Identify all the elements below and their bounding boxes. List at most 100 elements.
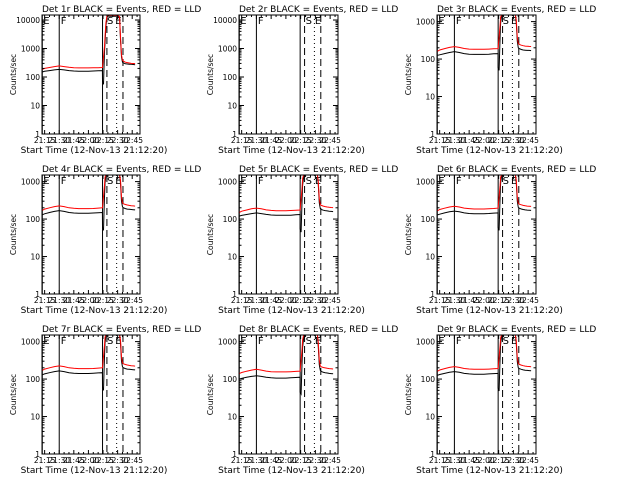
x-tick-label: 21:15: [231, 296, 253, 305]
y-tick-label: 100: [223, 375, 238, 384]
event-label: S: [503, 176, 509, 187]
y-tick-label: 10: [30, 413, 40, 422]
x-tick-label: 22:45: [121, 456, 143, 465]
x-tick-label: 22:00: [78, 456, 100, 465]
x-tick-label: 21:15: [231, 136, 253, 145]
event-label: S: [107, 336, 113, 347]
x-axis-label: Start Time (12-Nov-13 21:12:20): [218, 466, 365, 476]
event-label: S: [306, 176, 312, 187]
y-tick-label: 100: [223, 73, 238, 82]
events-series-line: [239, 335, 334, 396]
event-label: F: [61, 336, 67, 347]
panel-title: Det 7r BLACK = Events, RED = LLD: [42, 325, 201, 335]
events-series-line: [437, 175, 532, 231]
event-label: S: [107, 16, 113, 27]
x-tick-label: 22:00: [473, 296, 495, 305]
y-tick-label: 10: [227, 253, 237, 262]
x-tick-label: 22:00: [473, 136, 495, 145]
x-tick-label: 22:15: [488, 136, 510, 145]
x-tick-label: 21:15: [429, 296, 451, 305]
panel-title: Det 6r BLACK = Events, RED = LLD: [437, 165, 596, 175]
plot-frame: [41, 334, 141, 455]
plot-frame: [238, 14, 339, 135]
y-tick-label: 1: [430, 290, 435, 299]
x-tick-label: 22:00: [78, 136, 100, 145]
event-label: E: [511, 16, 517, 27]
lld-series-line: [239, 335, 334, 375]
x-tick-label: 21:30: [48, 296, 70, 305]
y-axis-label: Counts/sec: [9, 374, 18, 415]
plot-frame: [41, 174, 141, 295]
x-axis-label: Start Time (12-Nov-13 21:12:20): [416, 146, 563, 156]
y-tick-label: 1000: [21, 178, 40, 187]
y-tick-label: 100: [421, 55, 436, 64]
x-tick-label: 21:30: [246, 136, 268, 145]
event-label: S: [503, 336, 509, 347]
x-tick-label: 21:15: [231, 456, 253, 465]
events-series-line: [437, 15, 532, 71]
x-tick-label: 22:45: [121, 296, 143, 305]
x-tick-label: 22:45: [319, 296, 341, 305]
lld-series-line: [437, 335, 532, 372]
event-label: E: [115, 16, 121, 27]
plot-frame: [41, 14, 141, 135]
x-tick-label: 21:15: [34, 296, 56, 305]
y-tick-label: 10: [425, 93, 435, 102]
event-label: F: [456, 176, 462, 187]
x-tick-label: 21:45: [458, 456, 480, 465]
y-tick-label: 1: [35, 290, 40, 299]
x-axis-label: Start Time (12-Nov-13 21:12:20): [21, 466, 168, 476]
y-tick-label: 1: [430, 130, 435, 139]
event-label: F: [258, 16, 264, 27]
x-tick-label: 22:00: [275, 456, 297, 465]
y-axis-label: Counts/sec: [404, 374, 413, 415]
events-series-line: [42, 335, 136, 391]
y-tick-label: 1: [232, 450, 237, 459]
y-tick-label: 100: [421, 215, 436, 224]
y-tick-label: 1000: [416, 338, 435, 347]
events-series-line: [239, 175, 334, 233]
x-tick-label: 21:45: [458, 136, 480, 145]
x-tick-label: 22:15: [290, 456, 312, 465]
x-tick-label: 21:30: [444, 136, 466, 145]
x-tick-label: 22:15: [290, 136, 312, 145]
panel-title: Det 8r BLACK = Events, RED = LLD: [239, 325, 398, 335]
x-tick-label: 21:30: [444, 456, 466, 465]
x-tick-label: 22:45: [517, 456, 539, 465]
event-label: E: [43, 16, 49, 27]
event-label: E: [511, 176, 517, 187]
x-tick-label: 22:30: [305, 456, 327, 465]
x-tick-label: 21:15: [429, 456, 451, 465]
y-tick-label: 100: [26, 375, 41, 384]
event-label: S: [306, 16, 312, 27]
y-tick-label: 10: [425, 413, 435, 422]
x-tick-label: 22:00: [275, 136, 297, 145]
x-tick-label: 22:00: [275, 296, 297, 305]
y-tick-label: 1000: [218, 45, 237, 54]
x-axis-label: Start Time (12-Nov-13 21:12:20): [218, 306, 365, 316]
panel-title: Det 1r BLACK = Events, RED = LLD: [42, 5, 201, 15]
x-tick-label: 22:15: [92, 136, 114, 145]
lld-series-line: [437, 15, 532, 52]
x-tick-label: 22:30: [107, 456, 129, 465]
y-axis-label: Counts/sec: [9, 214, 18, 255]
y-tick-label: 1000: [21, 338, 40, 347]
x-tick-label: 21:45: [63, 296, 85, 305]
y-tick-label: 100: [223, 215, 238, 224]
y-tick-label: 1000: [416, 18, 435, 27]
y-tick-label: 1: [232, 130, 237, 139]
event-label: E: [315, 16, 321, 27]
panel-title: Det 9r BLACK = Events, RED = LLD: [437, 325, 596, 335]
x-axis-label: Start Time (12-Nov-13 21:12:20): [21, 306, 168, 316]
y-tick-label: 1000: [416, 178, 435, 187]
y-tick-label: 10: [227, 102, 237, 111]
x-tick-label: 22:15: [290, 296, 312, 305]
y-axis-label: Counts/sec: [404, 54, 413, 95]
y-tick-label: 1000: [218, 338, 237, 347]
x-tick-label: 22:15: [488, 456, 510, 465]
y-axis-label: Counts/sec: [404, 214, 413, 255]
y-tick-label: 10: [30, 102, 40, 111]
